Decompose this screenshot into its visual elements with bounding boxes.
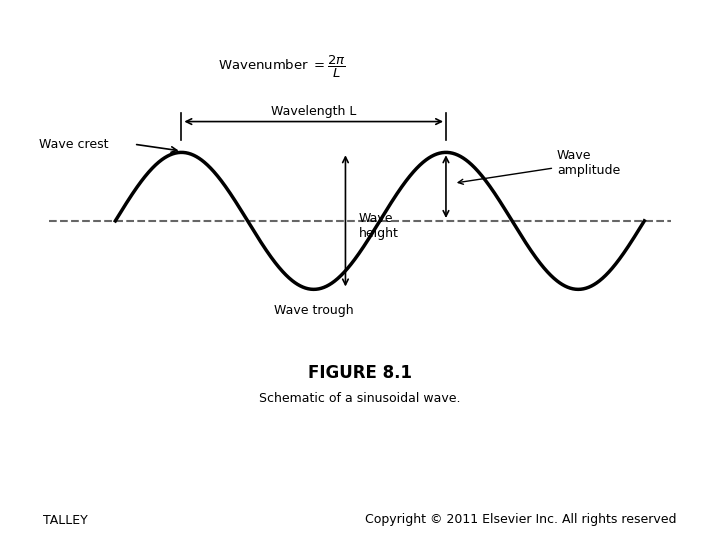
- Text: Schematic of a sinusoidal wave.: Schematic of a sinusoidal wave.: [259, 392, 461, 404]
- Text: Wavenumber $=\dfrac{2\pi}{L}$: Wavenumber $=\dfrac{2\pi}{L}$: [218, 55, 346, 80]
- Text: Wave crest: Wave crest: [39, 138, 108, 151]
- Text: Copyright © 2011 Elsevier Inc. All rights reserved: Copyright © 2011 Elsevier Inc. All right…: [365, 514, 677, 526]
- Text: Wave trough: Wave trough: [274, 305, 354, 318]
- Text: Wavelength L: Wavelength L: [271, 105, 356, 118]
- Text: Wave
amplitude: Wave amplitude: [458, 148, 621, 184]
- Text: Wave
height: Wave height: [359, 212, 399, 240]
- Text: FIGURE 8.1: FIGURE 8.1: [308, 364, 412, 382]
- Text: TALLEY: TALLEY: [43, 514, 88, 526]
